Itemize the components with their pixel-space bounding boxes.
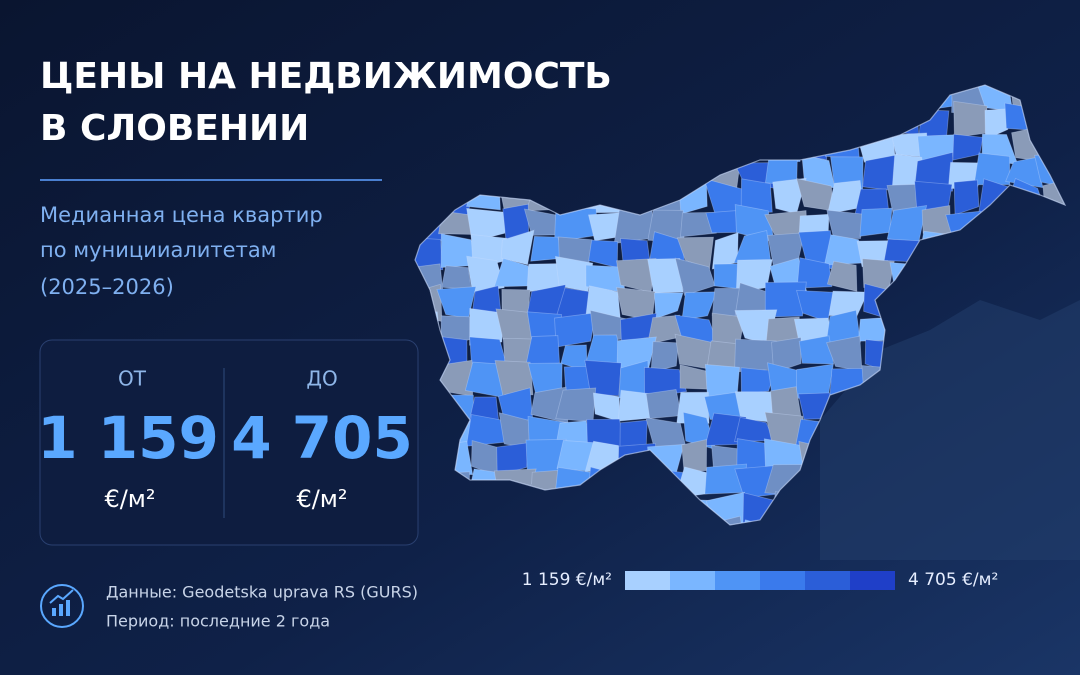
subtitle: (2025–2026) bbox=[40, 275, 174, 299]
municipality bbox=[771, 337, 802, 374]
municipality bbox=[496, 442, 531, 477]
stat-label: ДО bbox=[306, 367, 337, 391]
municipality bbox=[798, 335, 835, 365]
municipality bbox=[653, 292, 684, 320]
municipality bbox=[984, 108, 1009, 141]
municipality bbox=[826, 209, 866, 240]
municipality bbox=[466, 255, 505, 293]
municipality bbox=[733, 229, 772, 266]
chart-icon bbox=[40, 584, 84, 628]
municipality bbox=[524, 335, 560, 371]
municipality bbox=[740, 367, 776, 395]
mountains bbox=[820, 300, 1080, 560]
municipality bbox=[494, 360, 534, 396]
municipality bbox=[681, 439, 708, 473]
municipality bbox=[826, 260, 858, 292]
municipality bbox=[469, 307, 504, 346]
stat-value: 1 159 bbox=[37, 404, 219, 472]
source: Период: последние 2 года bbox=[106, 612, 330, 631]
municipality bbox=[953, 100, 988, 138]
municipality bbox=[584, 359, 622, 397]
municipality bbox=[501, 288, 531, 314]
municipality bbox=[650, 341, 679, 373]
municipality bbox=[500, 229, 535, 266]
municipality bbox=[415, 237, 444, 271]
municipality bbox=[859, 207, 893, 237]
municipality bbox=[709, 515, 745, 525]
legend-max: 4 705 €/м² bbox=[908, 570, 998, 590]
municipality bbox=[740, 178, 773, 215]
municipality bbox=[647, 258, 684, 294]
subtitle: по муницииалитетам bbox=[40, 238, 277, 262]
stat-unit: €/м² bbox=[104, 485, 155, 513]
municipality bbox=[796, 257, 833, 289]
title: ЦЕНЫ НА НЕДВИЖИМОСТЬ bbox=[40, 56, 612, 97]
municipality bbox=[679, 212, 717, 238]
stat-unit: €/м² bbox=[296, 485, 347, 513]
municipality bbox=[764, 281, 807, 318]
municipality bbox=[681, 291, 718, 321]
legend-bar bbox=[625, 571, 895, 590]
municipality bbox=[1005, 156, 1044, 189]
municipality bbox=[441, 265, 472, 291]
municipality bbox=[953, 179, 980, 216]
municipality bbox=[645, 389, 682, 419]
title: В СЛОВЕНИИ bbox=[40, 108, 309, 149]
stat-value: 4 705 bbox=[231, 404, 413, 472]
municipality bbox=[973, 152, 1011, 186]
municipality bbox=[466, 207, 507, 243]
legend-min: 1 159 €/м² bbox=[522, 570, 612, 590]
source: Данные: Geodetska uprava RS (GURS) bbox=[106, 583, 418, 602]
municipality bbox=[676, 236, 714, 270]
stats-box bbox=[39, 339, 419, 546]
stat-label: ОТ bbox=[118, 367, 147, 391]
subtitle: Медианная цена квартир bbox=[40, 203, 323, 227]
